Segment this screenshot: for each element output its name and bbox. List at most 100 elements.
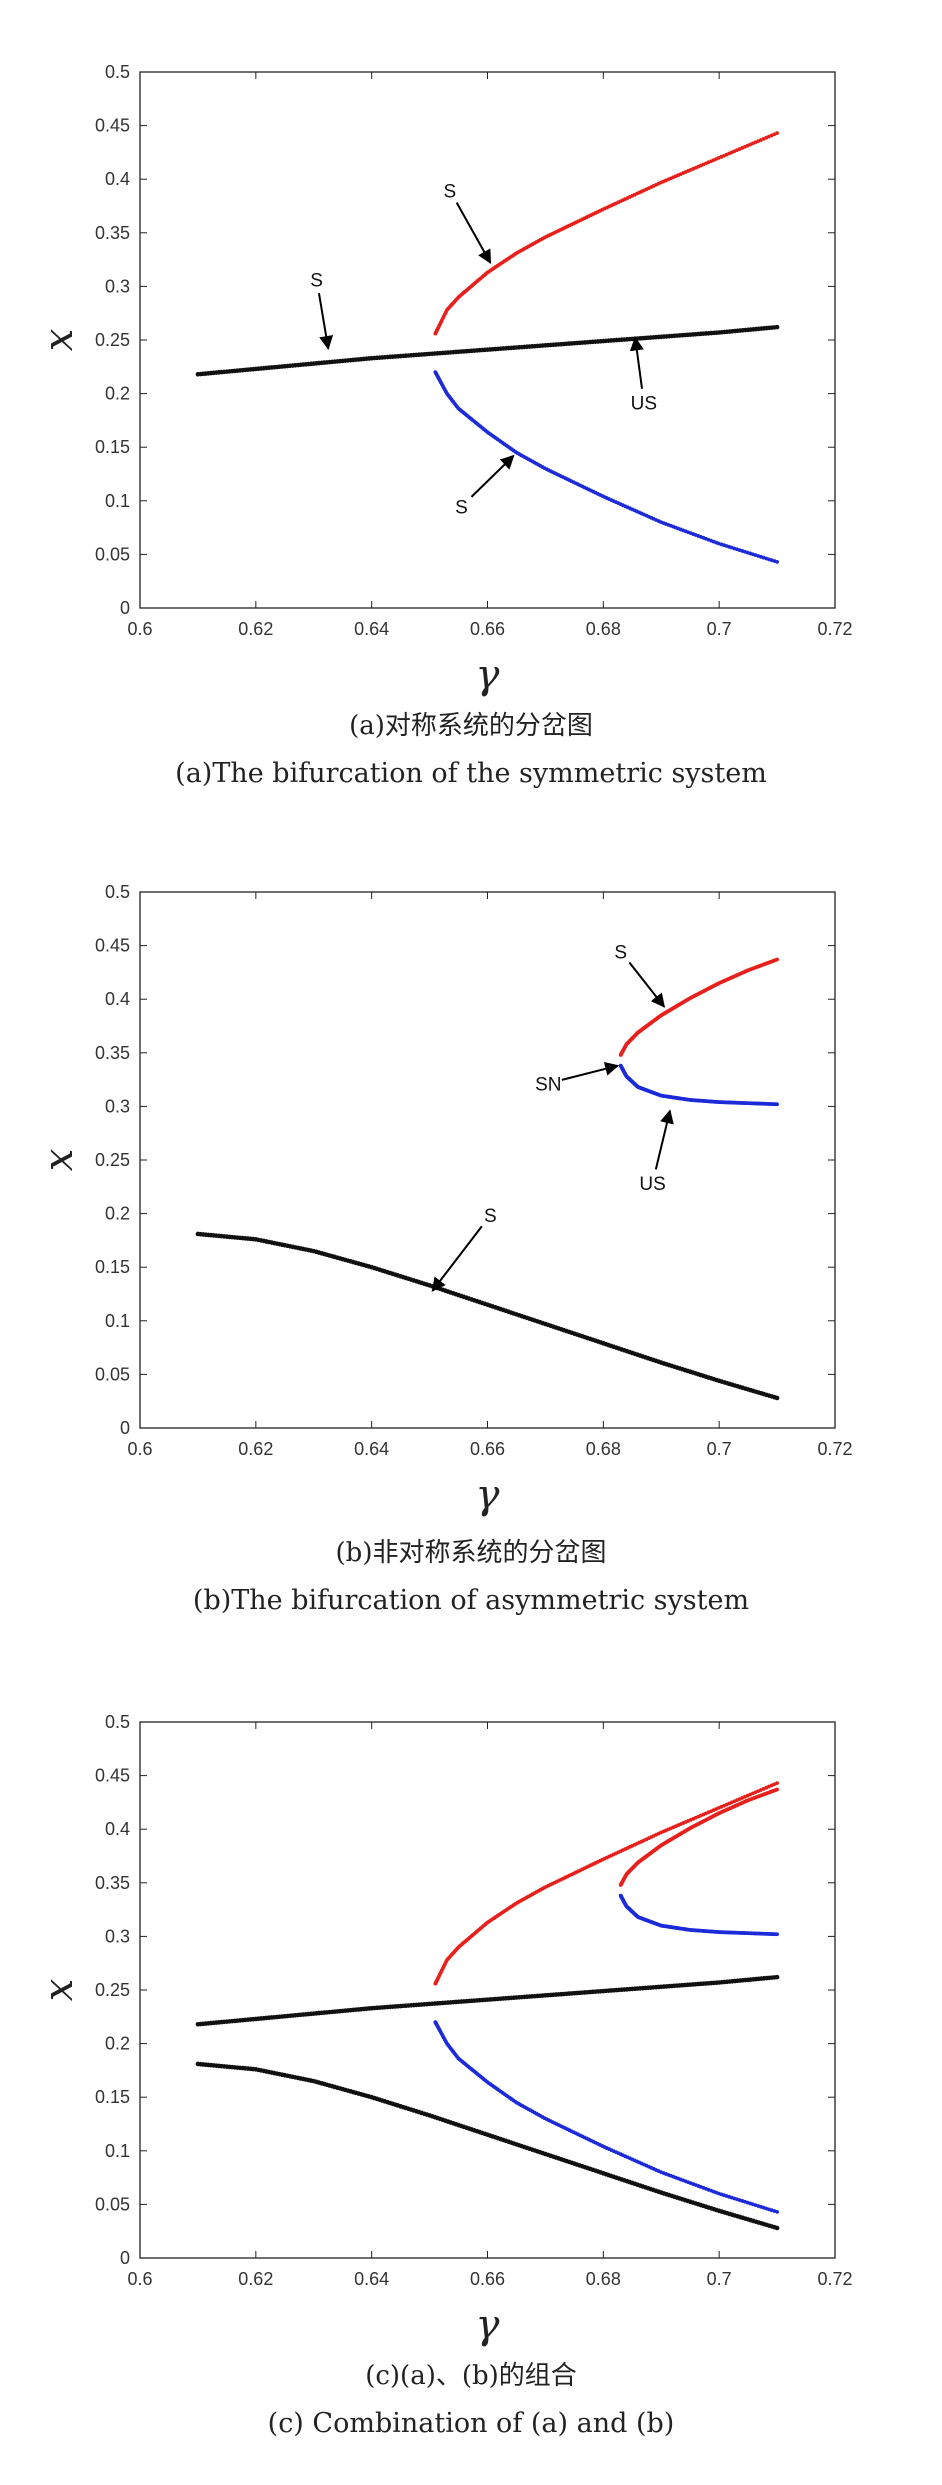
data-point xyxy=(775,957,779,962)
series-stable-upper-4 xyxy=(618,1787,779,1887)
x-tick-label: 0.72 xyxy=(817,1439,852,1459)
y-tick-label: 0.2 xyxy=(105,384,130,404)
x-tick-label: 0.72 xyxy=(817,2269,852,2289)
annotation-label: S xyxy=(455,498,468,519)
y-tick-label: 0.5 xyxy=(105,1712,130,1732)
y-tick-label: 0.45 xyxy=(95,1766,130,1786)
annotation-label: S xyxy=(614,942,627,963)
annotation-label: S xyxy=(484,1206,497,1227)
annotation-arrow xyxy=(455,202,492,265)
x-tick-label: 0.64 xyxy=(354,2269,389,2289)
y-tick-label: 0.25 xyxy=(95,330,130,350)
data-point xyxy=(775,1932,779,1937)
figure-panel-c: 0.6 0.62 0.64 0.66 0.68 0.7 0.72 0 0.05 0.1 0.15 0.… xyxy=(0,1650,942,2485)
y-axis-label: x xyxy=(36,1979,82,2002)
y-tick-label: 0.45 xyxy=(95,936,130,956)
x-axis-label: γ xyxy=(476,2302,500,2348)
y-tick-label: 0.5 xyxy=(105,62,130,82)
annotation-arrow xyxy=(654,1109,674,1170)
y-tick-label: 0.4 xyxy=(105,989,130,1009)
annotation-arrow xyxy=(628,961,666,1008)
y-tick-label: 0 xyxy=(120,598,130,618)
series-stable-upper-1 xyxy=(618,957,779,1057)
y-tick-label: 0 xyxy=(120,1418,130,1438)
data-point xyxy=(774,1974,780,1980)
caption-a-cn: (a)对称系统的分岔图 xyxy=(349,711,593,741)
y-tick-label: 0.4 xyxy=(105,1819,130,1839)
x-tick-label: 0.68 xyxy=(586,619,621,639)
x-tick-label: 0.68 xyxy=(586,2269,621,2289)
figure-panel-b: 0.6 0.62 0.64 0.66 0.68 0.7 0.72 0 0.05 0.1 0.15 0.… xyxy=(0,820,942,1640)
x-tick-label: 0.7 xyxy=(707,1439,732,1459)
x-tick-label: 0.6 xyxy=(127,619,152,639)
annotation-arrow xyxy=(317,293,334,350)
y-axis-label: x xyxy=(36,1149,82,1172)
annotation-label: US xyxy=(631,394,657,415)
annotation-label: S xyxy=(444,181,457,202)
annotation-arrow xyxy=(470,454,515,498)
series-stable-lower-2 xyxy=(433,2020,779,2214)
y-tick-label: 0.05 xyxy=(95,544,130,564)
x-tick-label: 0.6 xyxy=(127,2269,152,2289)
x-tick-label: 0.62 xyxy=(238,619,273,639)
data-point xyxy=(775,1787,779,1792)
data-point xyxy=(775,560,779,564)
y-tick-label: 0.05 xyxy=(95,2194,130,2214)
y-axis-label: x xyxy=(36,329,82,352)
annotation-arrow xyxy=(629,336,644,389)
annotation-arrow xyxy=(431,1225,483,1292)
series-main-branch-0 xyxy=(195,324,780,377)
series-stable-upper-1 xyxy=(433,1781,779,1986)
x-tick-label: 0.62 xyxy=(238,1439,273,1459)
figure-panel-a: 0.6 0.62 0.64 0.66 0.68 0.7 0.72 0 0.05 0.1 0.15 0.… xyxy=(0,0,942,800)
x-tick-label: 0.7 xyxy=(707,619,732,639)
caption-c-en: (c) Combination of (a) and (b) xyxy=(267,2408,675,2439)
series-stable-upper-1 xyxy=(433,131,779,336)
y-tick-label: 0.15 xyxy=(95,437,130,457)
y-tick-label: 0.2 xyxy=(105,2034,130,2054)
x-tick-label: 0.66 xyxy=(470,619,505,639)
series-stable-lower-2 xyxy=(618,1063,779,1107)
data-point xyxy=(775,2210,779,2214)
data-point xyxy=(775,1781,779,1786)
caption-a-en: (a)The bifurcation of the symmetric syst… xyxy=(175,758,767,789)
annotation-label: US xyxy=(639,1174,665,1195)
data-point xyxy=(775,131,779,136)
x-axis-label: γ xyxy=(476,652,500,698)
caption-b-cn: (b)非对称系统的分岔图 xyxy=(335,1538,607,1568)
y-tick-label: 0.2 xyxy=(105,1204,130,1224)
data-point xyxy=(774,1395,780,1401)
y-tick-label: 0.45 xyxy=(95,116,130,136)
caption-b-en: (b)The bifurcation of asymmetric system xyxy=(192,1585,750,1616)
series-stable-lower-5 xyxy=(618,1893,779,1937)
y-tick-label: 0.15 xyxy=(95,1257,130,1277)
y-tick-label: 0.3 xyxy=(105,1926,130,1946)
series-main-branch-0 xyxy=(195,1231,780,1401)
annotation-label: SN xyxy=(535,1074,561,1095)
x-tick-label: 0.68 xyxy=(586,1439,621,1459)
chart-a: 0.6 0.62 0.64 0.66 0.68 0.7 0.72 0 0.05 0.1 0.15 0.… xyxy=(36,62,853,698)
y-tick-label: 0.35 xyxy=(95,1043,130,1063)
annotation-label: S xyxy=(310,270,323,291)
y-tick-label: 0.3 xyxy=(105,276,130,296)
y-tick-label: 0.4 xyxy=(105,169,130,189)
caption-c-cn: (c)(a)、(b)的组合 xyxy=(365,2361,577,2391)
y-tick-label: 0.1 xyxy=(105,491,130,511)
x-axis-label: γ xyxy=(476,1472,500,1518)
y-tick-label: 0 xyxy=(120,2248,130,2268)
y-tick-label: 0.5 xyxy=(105,882,130,902)
plot-frame xyxy=(139,891,836,1429)
x-tick-label: 0.72 xyxy=(817,619,852,639)
x-tick-label: 0.62 xyxy=(238,2269,273,2289)
y-tick-label: 0.15 xyxy=(95,2087,130,2107)
y-tick-label: 0.35 xyxy=(95,223,130,243)
chart-c: 0.6 0.62 0.64 0.66 0.68 0.7 0.72 0 0.05 0.1 0.15 0.… xyxy=(36,1712,853,2348)
x-tick-label: 0.64 xyxy=(354,619,389,639)
series-main-branch-0 xyxy=(195,1974,780,2027)
y-tick-label: 0.3 xyxy=(105,1096,130,1116)
data-point xyxy=(775,1102,779,1107)
y-tick-label: 0.1 xyxy=(105,2141,130,2161)
x-tick-label: 0.66 xyxy=(470,1439,505,1459)
x-tick-label: 0.6 xyxy=(127,1439,152,1459)
x-tick-label: 0.64 xyxy=(354,1439,389,1459)
